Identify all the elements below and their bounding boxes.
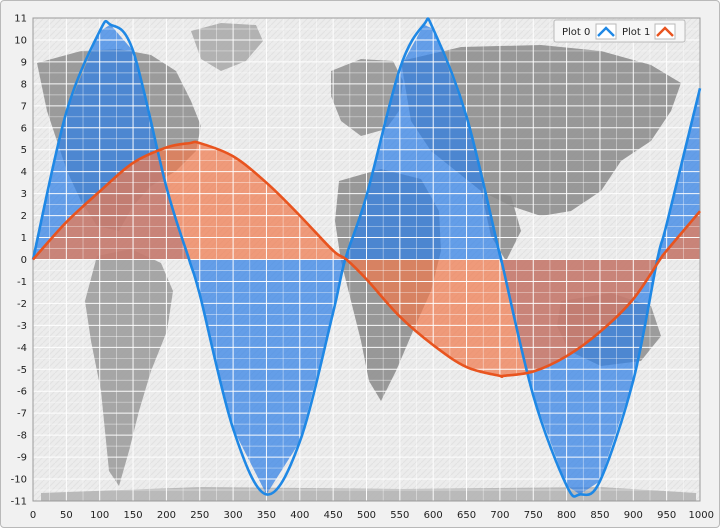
x-tick-label: 300 xyxy=(224,510,243,521)
x-tick-label: 1000 xyxy=(689,510,714,521)
continent-antarctica xyxy=(41,487,696,501)
y-tick-label: -4 xyxy=(17,343,27,354)
x-tick-label: 500 xyxy=(357,510,376,521)
x-axis-ticks: 0 50 100 150 200 250 300 350 400 450 500 550 600 650 7… xyxy=(30,510,714,521)
x-tick-label: 50 xyxy=(60,510,73,521)
x-tick-label: 750 xyxy=(524,510,543,521)
x-tick-label: 200 xyxy=(157,510,176,521)
y-tick-label: -9 xyxy=(17,453,27,464)
legend-swatch-plot-0-glyph xyxy=(597,26,615,37)
x-tick-label: 900 xyxy=(624,510,643,521)
continent-india xyxy=(481,191,521,261)
x-tick-label: 700 xyxy=(490,510,509,521)
legend-label-plot-1: Plot 1 xyxy=(622,27,650,38)
legend-label-plot-0: Plot 0 xyxy=(562,27,590,38)
legend-box xyxy=(553,19,686,43)
legend-swatch-plot-1-glyph xyxy=(656,26,674,37)
y-tick-label: 3 xyxy=(21,189,27,200)
y-tick-label: 8 xyxy=(21,79,27,90)
y-tick-label: 9 xyxy=(21,57,27,68)
y-tick-label: 10 xyxy=(14,35,27,46)
y-tick-label: 2 xyxy=(21,211,27,222)
x-tick-label: 550 xyxy=(390,510,409,521)
series-lines xyxy=(31,17,702,498)
y-tick-label: 6 xyxy=(21,123,27,134)
y-tick-label: -3 xyxy=(17,321,27,332)
y-tick-label: -7 xyxy=(17,409,27,420)
continent-south-america xyxy=(85,249,173,486)
continent-greenland xyxy=(191,23,263,71)
x-tick-label: 600 xyxy=(424,510,443,521)
y-tick-label: -2 xyxy=(17,299,27,310)
x-tick-label: 850 xyxy=(590,510,609,521)
x-tick-label: 0 xyxy=(30,510,36,521)
y-tick-label: 7 xyxy=(21,101,27,112)
y-tick-label: -11 xyxy=(11,497,27,508)
x-tick-label: 450 xyxy=(324,510,343,521)
y-tick-label: 4 xyxy=(21,167,27,178)
y-tick-label: -1 xyxy=(17,277,27,288)
y-tick-label: 5 xyxy=(21,145,27,156)
legend: Plot 0 Plot 1 xyxy=(553,19,686,43)
y-tick-label: 11 xyxy=(14,14,27,25)
legend-swatch-plot-1[interactable] xyxy=(654,23,676,40)
legend-swatch-plot-0[interactable] xyxy=(595,23,617,40)
x-tick-label: 250 xyxy=(190,510,209,521)
x-tick-label: 950 xyxy=(657,510,676,521)
x-tick-label: 400 xyxy=(290,510,309,521)
series-0-line[interactable] xyxy=(31,17,702,498)
x-tick-label: 800 xyxy=(557,510,576,521)
y-tick-label: -6 xyxy=(17,387,27,398)
y-tick-label: 1 xyxy=(21,233,27,244)
x-tick-label: 100 xyxy=(90,510,109,521)
x-tick-label: 350 xyxy=(257,510,276,521)
y-tick-label: -5 xyxy=(17,365,27,376)
y-tick-label: -8 xyxy=(17,431,27,442)
grid-lines xyxy=(32,17,701,502)
x-tick-label: 650 xyxy=(457,510,476,521)
y-tick-label: -10 xyxy=(11,475,27,486)
x-tick-label: 150 xyxy=(124,510,143,521)
y-tick-label: 0 xyxy=(21,255,27,266)
